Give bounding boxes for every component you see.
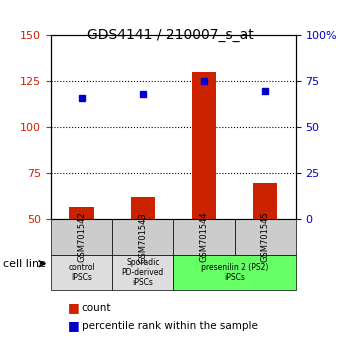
FancyBboxPatch shape <box>51 219 112 255</box>
Text: cell line: cell line <box>3 259 46 269</box>
Text: control
IPSCs: control IPSCs <box>68 263 95 282</box>
Text: GSM701543: GSM701543 <box>138 212 147 263</box>
Text: GSM701544: GSM701544 <box>200 212 208 263</box>
Bar <box>192 72 216 219</box>
Bar <box>131 198 155 219</box>
Text: presenilin 2 (PS2)
iPSCs: presenilin 2 (PS2) iPSCs <box>201 263 268 282</box>
Text: ■: ■ <box>68 319 80 332</box>
Bar <box>69 207 94 219</box>
FancyBboxPatch shape <box>112 219 173 255</box>
FancyBboxPatch shape <box>173 255 296 290</box>
Text: percentile rank within the sample: percentile rank within the sample <box>82 321 257 331</box>
Text: GSM701542: GSM701542 <box>77 212 86 263</box>
Text: count: count <box>82 303 111 313</box>
Text: ■: ■ <box>68 302 80 314</box>
Bar <box>253 183 277 219</box>
Text: Sporadic
PD-derived
iPSCs: Sporadic PD-derived iPSCs <box>122 258 164 287</box>
FancyBboxPatch shape <box>112 255 173 290</box>
Text: GDS4141 / 210007_s_at: GDS4141 / 210007_s_at <box>87 28 253 42</box>
FancyBboxPatch shape <box>235 219 296 255</box>
Text: GSM701545: GSM701545 <box>261 212 270 263</box>
FancyBboxPatch shape <box>173 219 235 255</box>
FancyBboxPatch shape <box>51 255 112 290</box>
